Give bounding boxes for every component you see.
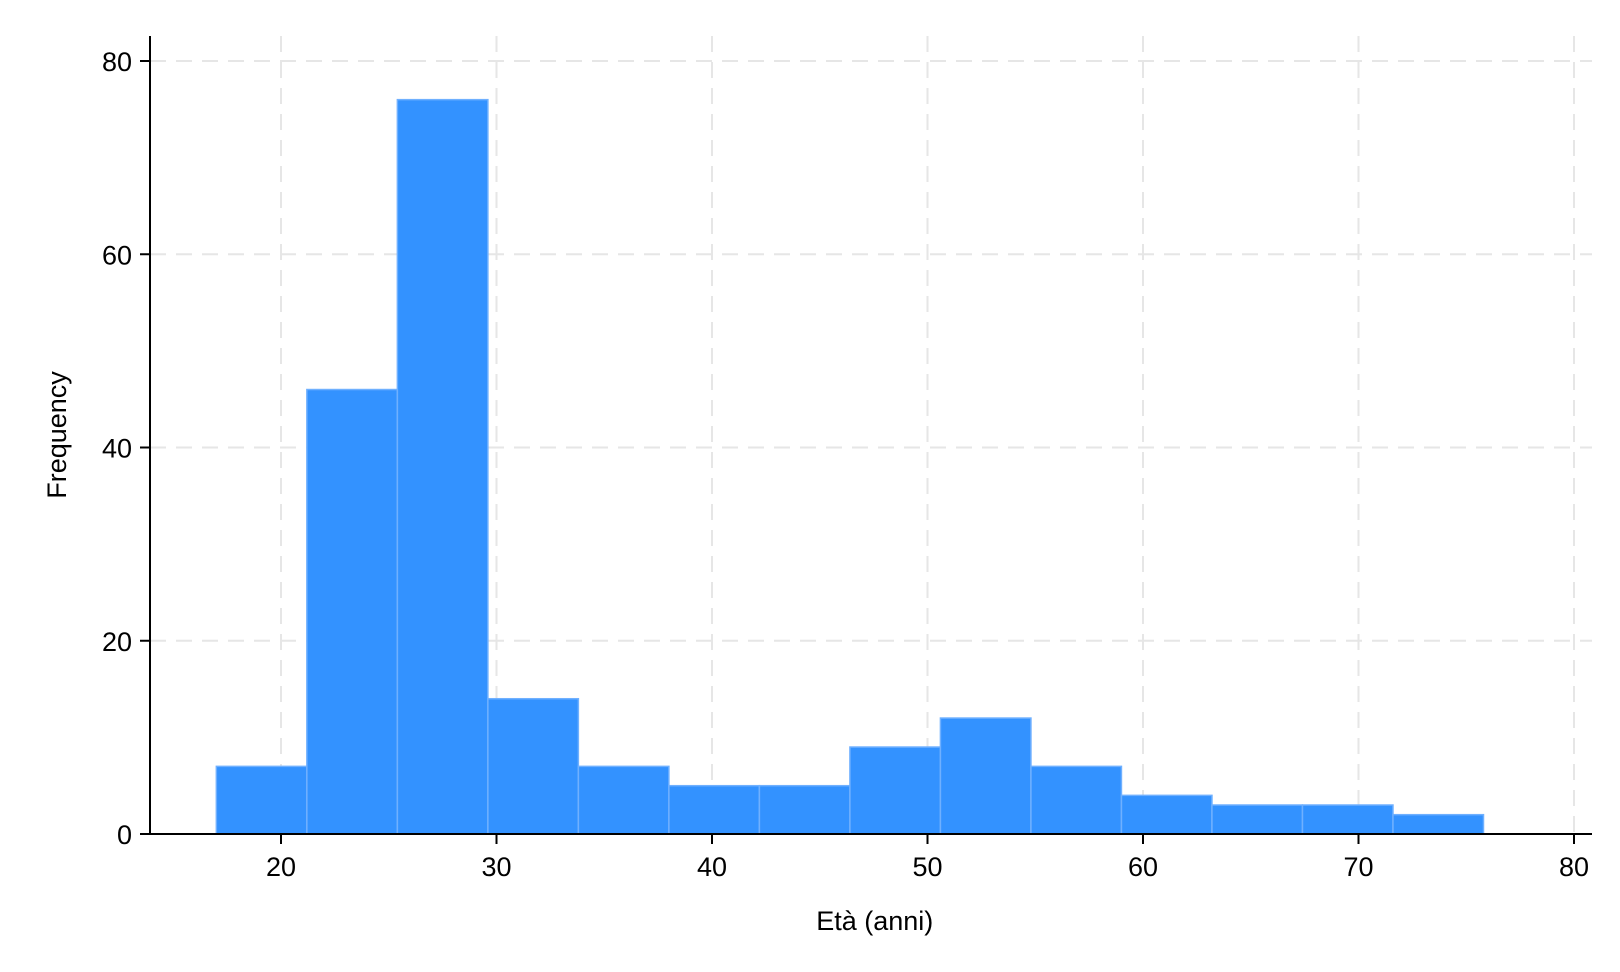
grid-lines [150,36,1592,834]
histogram-bar-8 [939,717,1032,835]
histogram-bar-13 [1392,813,1485,835]
histogram-bar-12 [1301,804,1394,835]
tick-labels: 20 30 40 50 60 70 80 0 20 40 60 80 [102,47,1589,882]
x-tick-label-30: 30 [481,852,511,882]
x-tick-label-50: 50 [912,852,942,882]
histogram-bar-5 [668,784,761,835]
y-axis-title: Frequency [42,371,72,499]
x-tick-label-80: 80 [1559,852,1589,882]
histogram-bar-6 [758,784,851,835]
histogram-bar-1 [306,388,399,835]
histogram-bar-10 [1120,794,1213,835]
x-tick-label-60: 60 [1128,852,1158,882]
y-tick-label-40: 40 [102,434,132,464]
histogram-bar-11 [1211,804,1304,835]
tick-marks [140,60,1575,844]
x-tick-label-40: 40 [697,852,727,882]
y-tick-label-80: 80 [102,47,132,77]
histogram-bar-0 [215,765,308,835]
histogram-bar-2 [396,98,489,835]
y-tick-label-60: 60 [102,240,132,270]
y-tick-label-20: 20 [102,627,132,657]
histogram-bars [215,98,1485,835]
x-tick-label-20: 20 [266,852,296,882]
y-tick-label-0: 0 [117,820,132,850]
histogram-bar-4 [577,765,670,835]
histogram-bar-9 [1030,765,1123,835]
x-axis-title: Età (anni) [816,906,933,936]
axes [149,36,1592,835]
histogram-bar-3 [487,697,580,835]
x-tick-label-70: 70 [1343,852,1373,882]
histogram-bar-7 [849,746,942,835]
